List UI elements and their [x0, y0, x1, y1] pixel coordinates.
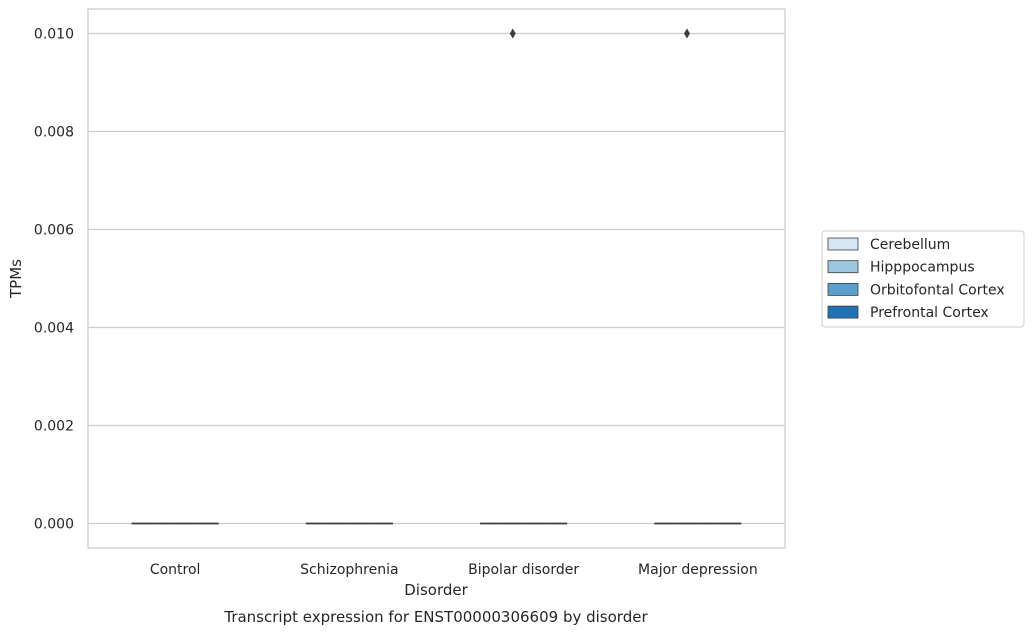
x-tick-label: Major depression [638, 562, 758, 578]
legend-swatch [827, 282, 859, 296]
grid-lines [88, 32, 785, 525]
legend-swatch [827, 237, 859, 251]
y-tick-label: 0.010 [34, 27, 74, 43]
y-axis-label: TPMs [7, 259, 25, 299]
legend-frame [821, 230, 1025, 328]
legend-item-hipppocampus: Hipppocampus [827, 260, 975, 276]
x-tick-label: Schizophrenia [300, 562, 398, 578]
x-tick-label: Control [150, 562, 201, 578]
legend-label: Orbitofontal Cortex [870, 282, 1005, 298]
y-tick-label: 0.002 [34, 419, 74, 435]
y-tick-label: 0.008 [34, 125, 74, 141]
plot-frame [87, 8, 786, 549]
legend: Cerebellum Hipppocampus Orbitofontal Corte… [821, 230, 1025, 328]
legend-item-prefrontal-cortex: Prefrontal Cortex [827, 305, 989, 321]
x-tick-labels: Control Schizophrenia Bipolar disorder Majo… [150, 562, 758, 578]
legend-swatch [827, 260, 859, 274]
y-tick-label: 0.006 [34, 223, 74, 239]
y-tick-label: 0.004 [34, 321, 74, 337]
legend-swatch [827, 305, 859, 319]
outlier-layer [509, 28, 690, 39]
chart-caption: Transcript expression for ENST0000030660… [223, 608, 648, 626]
x-axis-label: Disorder [404, 581, 468, 599]
outlier-point [683, 28, 690, 39]
legend-label: Prefrontal Cortex [870, 305, 989, 321]
y-tick-label: 0.000 [34, 517, 74, 533]
legend-label: Cerebellum [870, 237, 950, 253]
legend-label: Hipppocampus [870, 260, 975, 276]
legend-item-cerebellum: Cerebellum [827, 237, 950, 253]
y-tick-labels: 0.000 0.002 0.004 0.006 0.008 0.010 [34, 27, 74, 533]
outlier-point [509, 28, 516, 39]
x-tick-label: Bipolar disorder [468, 562, 579, 578]
legend-item-orbitofontal-cortex: Orbitofontal Cortex [827, 282, 1005, 298]
